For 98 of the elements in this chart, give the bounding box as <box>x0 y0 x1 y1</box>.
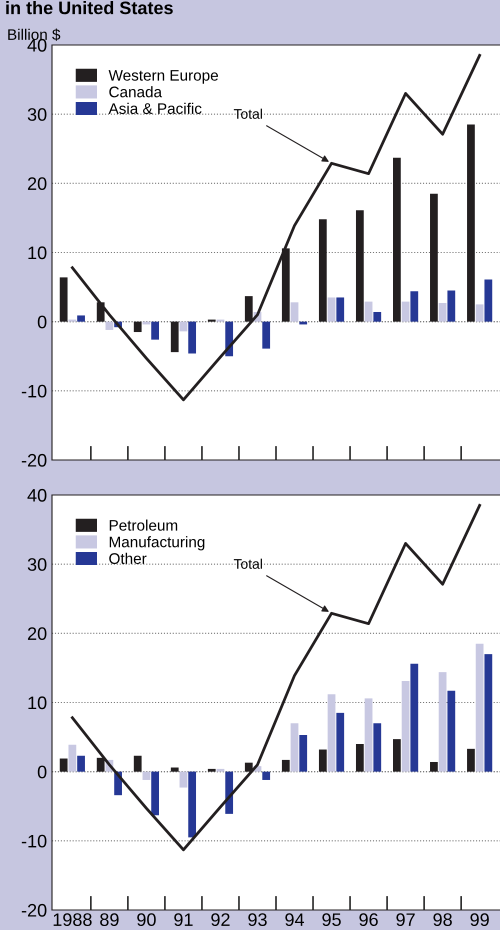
x-tick-label: 93 <box>248 913 267 926</box>
x-tick-label: 1988 <box>54 913 92 926</box>
bar <box>262 322 270 349</box>
bar <box>180 772 188 788</box>
bar <box>299 322 308 324</box>
x-tick-label: 97 <box>396 913 415 926</box>
annotation: Total <box>234 558 262 569</box>
x-tick-label: 92 <box>211 913 230 926</box>
bar <box>77 315 85 322</box>
chart-title: in the United States <box>6 1 173 14</box>
bar <box>356 744 364 772</box>
bar <box>134 322 142 332</box>
bar <box>476 304 484 322</box>
bar <box>476 644 484 772</box>
legend-label: Petroleum <box>110 520 178 531</box>
y-tick-label: 0 <box>38 766 46 778</box>
x-tick-label: 95 <box>322 913 341 926</box>
bar <box>216 768 224 772</box>
y-tick-label: 40 <box>27 38 46 52</box>
bar <box>134 756 142 772</box>
bar <box>244 762 253 772</box>
bar <box>356 210 364 322</box>
bar <box>430 194 438 322</box>
legend-label: Manufacturing <box>110 536 204 550</box>
bar <box>438 302 446 322</box>
legend-label: Asia & Pacific <box>108 102 202 114</box>
legend-label: Western Europe <box>108 70 218 84</box>
x-tick-label: 89 <box>100 913 119 926</box>
bar <box>188 772 196 838</box>
y-tick-label: 20 <box>28 627 46 640</box>
bar <box>402 681 410 772</box>
bar <box>282 760 290 772</box>
bar <box>244 296 253 322</box>
y-tick-label: -10 <box>22 834 46 848</box>
bar <box>180 322 188 332</box>
bar <box>447 690 456 772</box>
bar <box>430 762 438 772</box>
y-tick-label: -20 <box>22 904 46 917</box>
bar <box>142 772 150 780</box>
bar <box>188 322 196 354</box>
x-tick-label: 91 <box>174 913 193 926</box>
bar <box>151 322 159 340</box>
bar <box>410 664 418 772</box>
bar <box>373 312 382 322</box>
bar <box>318 219 327 322</box>
x-tick-label: 96 <box>359 913 378 926</box>
y-tick-label: 40 <box>27 488 46 502</box>
bar <box>364 302 372 322</box>
bar <box>77 756 85 772</box>
bar <box>467 124 475 322</box>
line-series <box>70 504 482 852</box>
bar <box>290 723 298 772</box>
bar <box>151 772 159 816</box>
legend-label: Other <box>109 552 146 564</box>
bar <box>410 291 418 322</box>
bar <box>484 279 492 322</box>
x-tick-label: 98 <box>433 913 452 926</box>
y-tick-label: 30 <box>28 558 46 571</box>
bar <box>336 297 344 322</box>
bar <box>364 698 372 772</box>
legend-label: Canada <box>109 86 162 98</box>
bar <box>373 723 382 772</box>
line-series <box>70 54 482 402</box>
bar <box>328 297 336 322</box>
bar <box>393 739 401 772</box>
annotation: Total <box>234 108 262 119</box>
bar <box>467 748 475 772</box>
y-tick-label: 10 <box>28 696 46 710</box>
y-tick-label: -20 <box>22 454 46 467</box>
bar <box>393 158 401 322</box>
bar <box>438 672 446 772</box>
bar <box>60 277 68 322</box>
bar <box>318 750 327 772</box>
y-axis-title: Billion $ <box>8 28 60 41</box>
bar <box>170 768 179 772</box>
y-tick-label: 0 <box>38 316 46 328</box>
bar <box>402 302 410 322</box>
bar <box>336 712 344 772</box>
bar <box>142 322 150 324</box>
bar <box>106 322 114 330</box>
bar <box>68 744 76 772</box>
bar <box>328 694 336 772</box>
x-tick-label: 94 <box>285 913 304 926</box>
bar <box>60 758 68 772</box>
bar <box>290 302 298 322</box>
y-tick-label: -10 <box>22 384 46 398</box>
bar <box>282 248 290 322</box>
y-tick-label: 20 <box>28 177 46 190</box>
bar <box>96 758 105 772</box>
x-tick-label: 90 <box>137 913 156 926</box>
bar <box>447 290 456 322</box>
bar <box>299 735 308 772</box>
y-tick-label: 30 <box>28 108 46 121</box>
y-tick-label: 10 <box>28 246 46 260</box>
bar <box>262 772 270 780</box>
bar <box>170 322 179 352</box>
bar <box>484 654 492 772</box>
x-tick-label: 99 <box>470 913 489 926</box>
